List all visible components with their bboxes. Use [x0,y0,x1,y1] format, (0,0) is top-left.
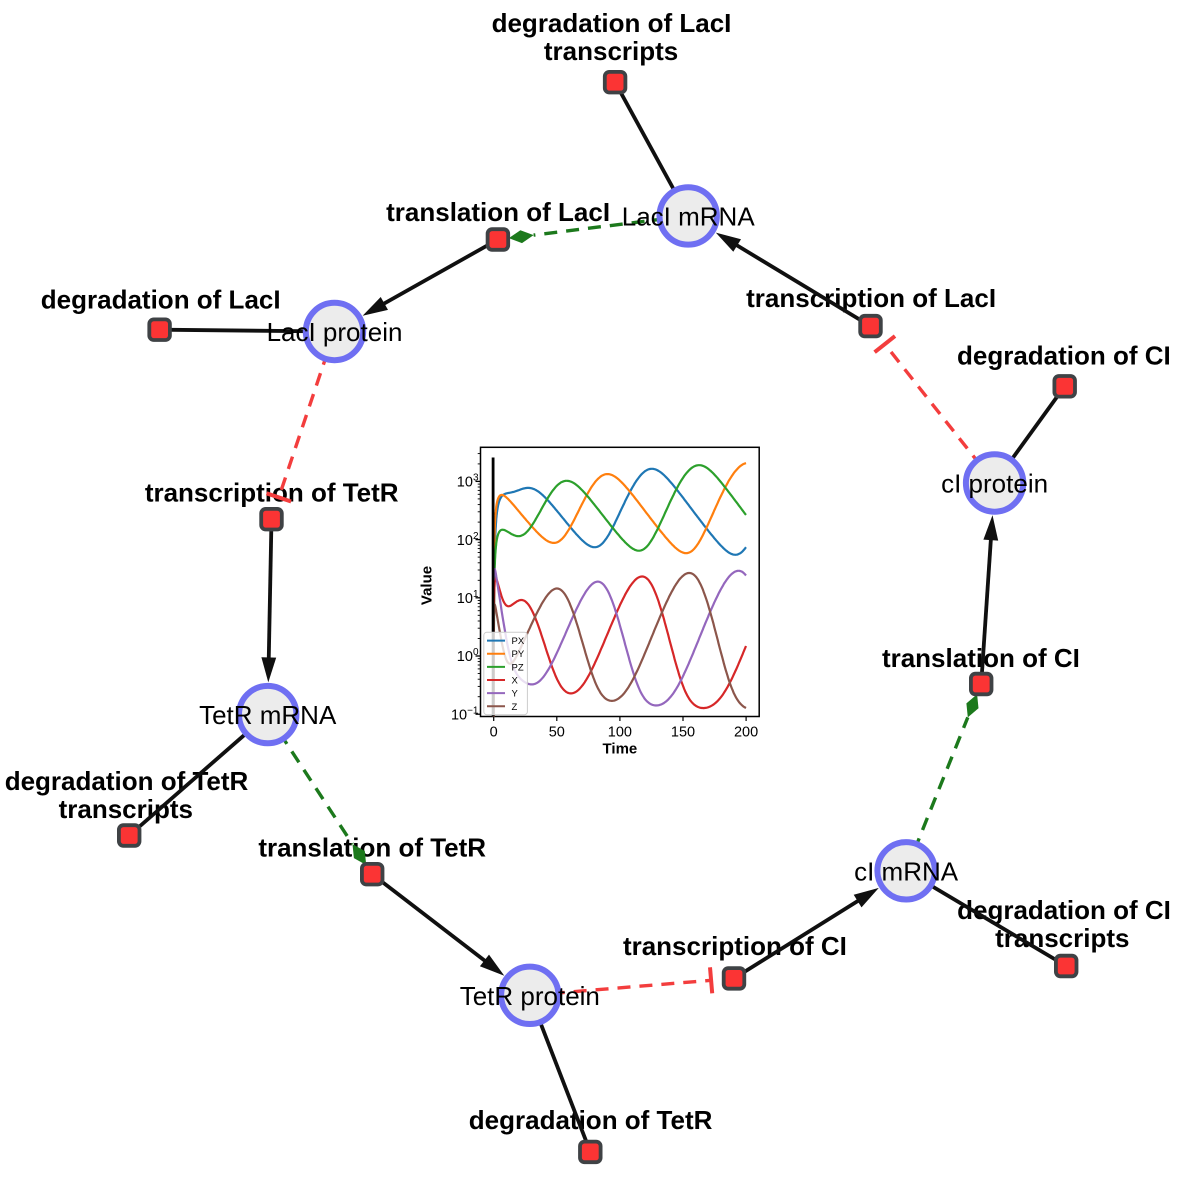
svg-text:LacI protein: LacI protein [267,317,403,347]
svg-text:Z: Z [512,702,518,713]
svg-text:cI mRNA: cI mRNA [854,856,959,886]
svg-text:transcription of CI: transcription of CI [623,931,847,961]
svg-text:Time: Time [603,741,638,758]
svg-text:TetR mRNA: TetR mRNA [199,700,337,730]
svg-text:PX: PX [512,636,525,647]
svg-text:degradation of TetR: degradation of TetR [5,766,249,796]
svg-text:degradation of TetR: degradation of TetR [469,1105,713,1135]
svg-text:degradation of LacI: degradation of LacI [41,285,281,315]
svg-text:transcripts: transcripts [544,36,678,66]
svg-text:50: 50 [549,724,565,740]
svg-text:transcription of TetR: transcription of TetR [145,478,399,508]
svg-text:TetR protein: TetR protein [460,981,600,1011]
svg-text:cI protein: cI protein [941,469,1048,499]
svg-text:transcripts: transcripts [995,923,1129,953]
svg-text:X: X [512,676,519,687]
svg-text:degradation of CI: degradation of CI [957,895,1171,925]
svg-text:translation of TetR: translation of TetR [258,833,486,863]
svg-text:PY: PY [512,649,525,660]
svg-text:0: 0 [490,724,498,740]
svg-text:degradation of CI: degradation of CI [957,341,1171,371]
svg-text:Y: Y [512,689,519,700]
svg-text:200: 200 [734,724,758,740]
svg-text:LacI mRNA: LacI mRNA [622,201,756,231]
svg-text:100: 100 [608,724,632,740]
svg-text:PZ: PZ [512,662,524,673]
svg-text:transcription of LacI: transcription of LacI [746,283,996,313]
svg-text:Value: Value [418,566,435,605]
svg-text:150: 150 [671,724,695,740]
svg-text:degradation of LacI: degradation of LacI [492,8,732,38]
svg-text:translation of LacI: translation of LacI [386,197,610,227]
